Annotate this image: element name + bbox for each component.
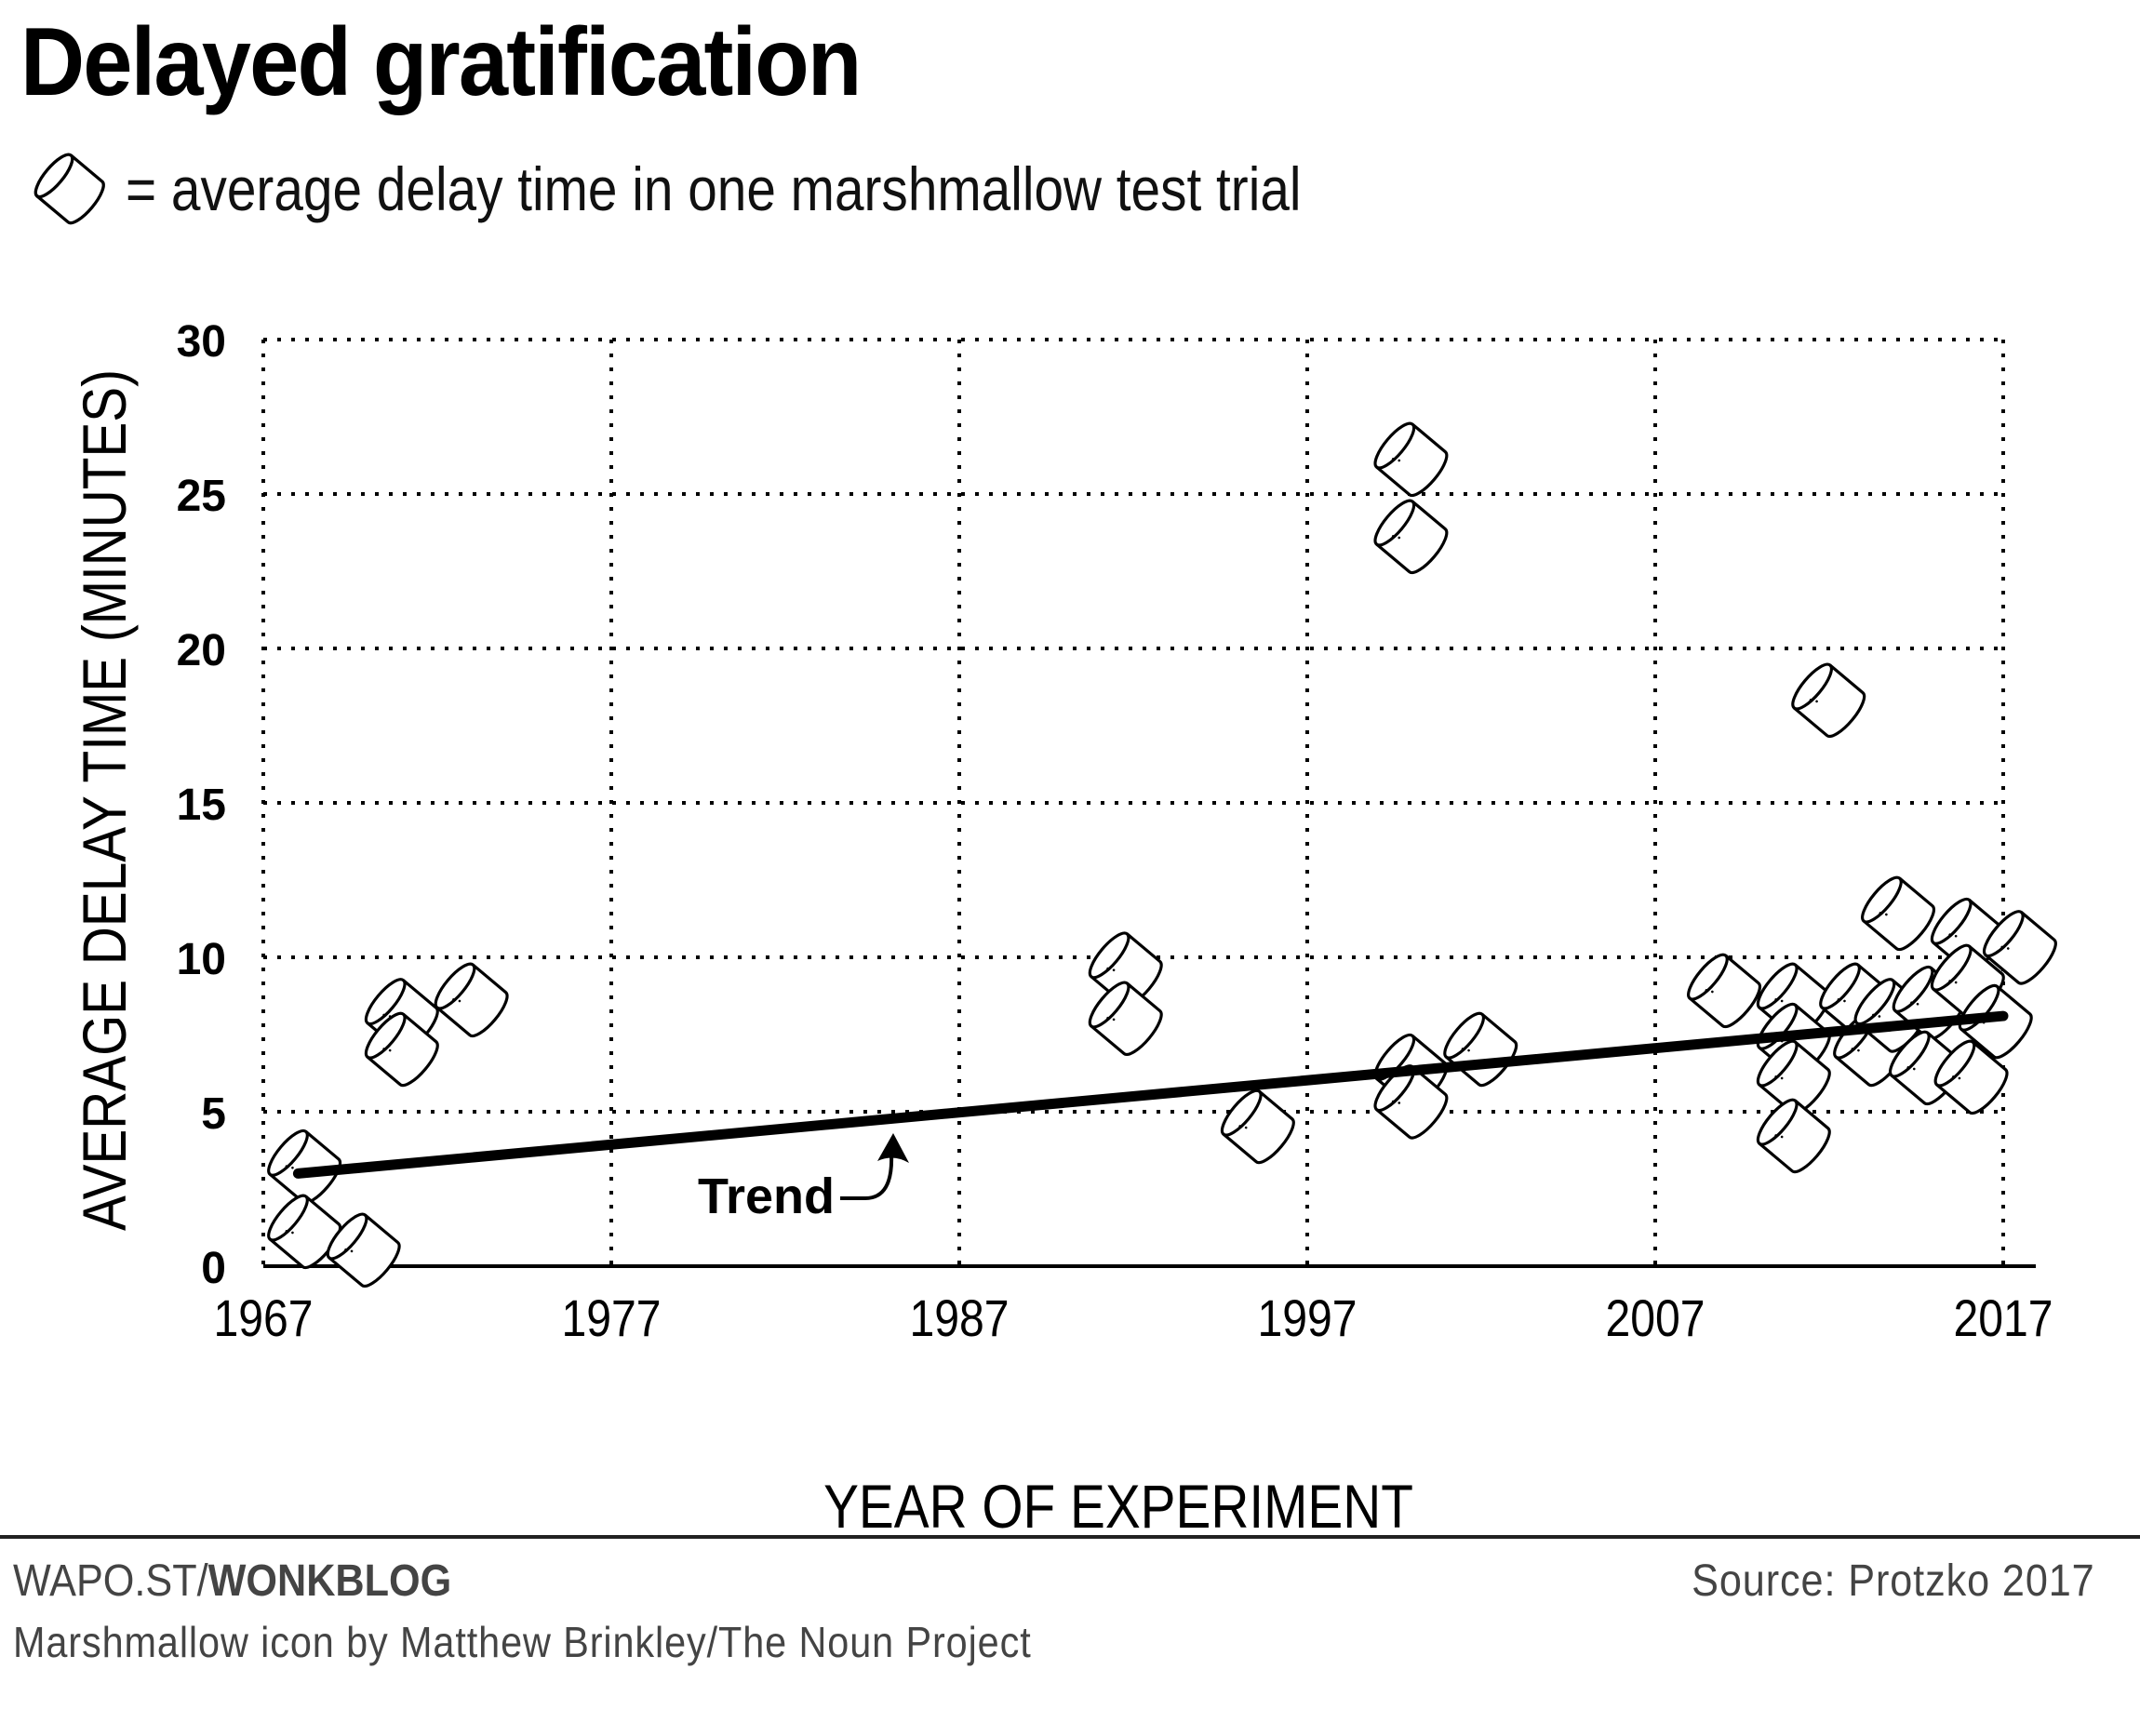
- grid: [261, 338, 2005, 1266]
- legend-text: = average delay time in one marshmallow …: [126, 154, 1302, 223]
- marshmallow-point: [1854, 871, 1942, 956]
- footer-brand[interactable]: WAPO.ST/WONKBLOG: [13, 1556, 451, 1607]
- marshmallow-point: [1368, 417, 1454, 502]
- data-points: [261, 417, 2064, 1293]
- y-tick-label: 0: [201, 1244, 226, 1293]
- legend: = average delay time in one marshmallow …: [26, 144, 1492, 234]
- brand-prefix: WAPO.ST/: [13, 1556, 208, 1606]
- trend-label: Trend: [698, 1168, 835, 1224]
- chart-title: Delayed gratification: [20, 8, 862, 116]
- trend-group: Trend: [292, 1010, 2009, 1224]
- y-tick-label: 25: [177, 472, 226, 521]
- y-tick-label: 20: [177, 626, 226, 675]
- marshmallow-point: [1082, 975, 1169, 1062]
- arrowhead-icon: [877, 1133, 909, 1163]
- marshmallow-point: [1438, 1007, 1524, 1092]
- trend-arrow: [840, 1153, 894, 1200]
- y-axis-title: AVERAGE DELAY TIME (MINUTES): [71, 369, 140, 1231]
- x-tick-label: 1997: [1257, 1290, 1357, 1348]
- x-tick-label: 2017: [1953, 1290, 2053, 1348]
- marshmallow-point: [1680, 948, 1768, 1034]
- marshmallow-point: [428, 957, 515, 1043]
- scatter-chart: 0 5 10 15 20 25 30 1967 1977 1987 1997 2007 2017 AV…: [71, 317, 2064, 1535]
- y-tick-label: 5: [201, 1089, 226, 1139]
- y-tick-label: 10: [177, 935, 226, 984]
- marshmallow-point: [1750, 1093, 1837, 1179]
- x-tick-label: 2007: [1605, 1290, 1705, 1348]
- y-tick-label: 30: [177, 317, 226, 367]
- x-tick-label: 1987: [909, 1290, 1009, 1348]
- marshmallow-point: [1368, 494, 1454, 580]
- brand-bold: WONKBLOG: [207, 1556, 452, 1606]
- trend-line: [292, 1010, 2009, 1179]
- marshmallow-point: [1786, 658, 1872, 743]
- x-tick-labels: 1967 1977 1987 1997 2007 2017: [213, 1290, 2053, 1348]
- y-tick-labels: 0 5 10 15 20 25 30: [177, 317, 226, 1293]
- icon-credit: Marshmallow icon by Matthew Brinkley/The…: [13, 1618, 1032, 1666]
- footer-divider: [0, 1535, 2140, 1539]
- x-axis-title: YEAR OF EXPERIMENT: [823, 1473, 1413, 1535]
- source-note: Source: Protzko 2017: [1692, 1556, 2095, 1606]
- x-tick-label: 1977: [561, 1290, 661, 1348]
- x-tick-label: 1967: [213, 1290, 313, 1348]
- marshmallow-point: [1214, 1084, 1302, 1169]
- marshmallow-icon: [33, 153, 105, 224]
- y-tick-label: 15: [177, 781, 226, 830]
